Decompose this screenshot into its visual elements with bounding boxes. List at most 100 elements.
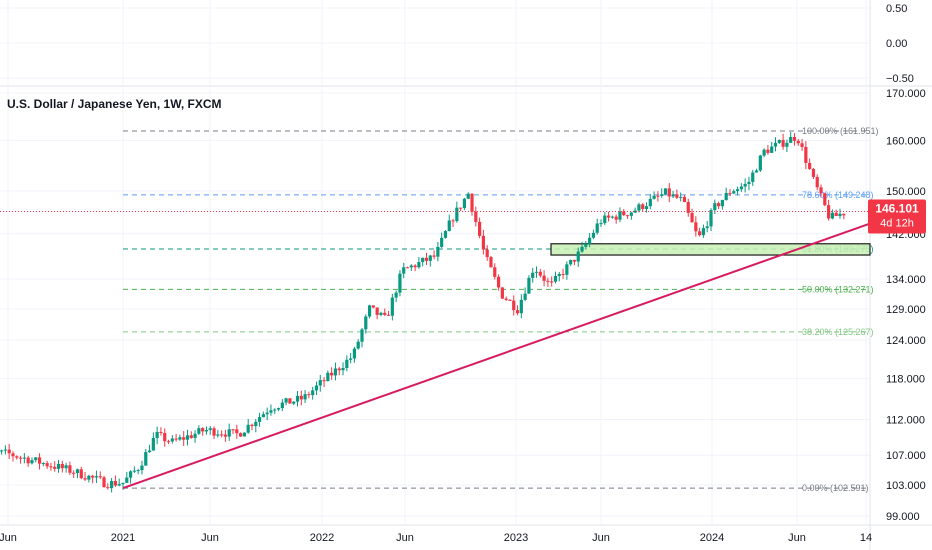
candle-body [72,472,76,474]
candle-body [212,428,216,436]
price-axis[interactable]: 170.000160.000150.000142.000134.000129.0… [886,88,926,523]
candle-body [49,466,53,468]
candle-body [337,368,341,371]
candle-body [644,206,649,209]
indicator-tick-label: −0.50 [886,73,914,85]
candle-body [91,475,95,478]
candle-body [508,299,512,301]
candle-body [276,408,281,410]
time-tick-label: 14 [860,532,872,544]
candle-body [671,194,675,197]
candle-body [178,437,182,440]
candle-body [166,441,171,443]
candle-body [466,193,470,199]
candle-body [0,450,4,452]
candle-body [542,275,546,281]
candle-body [292,401,296,404]
candle-body [220,434,224,436]
candle-body [720,200,724,207]
candle-body [307,394,311,396]
fib-level-label: 0.00% (102.591) [802,483,869,493]
candle-body [531,272,535,278]
candle-body [257,417,262,422]
candle-body [182,437,186,440]
candle-body [493,267,497,277]
candle-body [728,192,732,194]
candle-body [322,380,326,382]
candle-body [189,435,193,438]
candle-body [15,456,19,458]
candle-body [504,298,508,300]
indicator-tick-label: 0.50 [886,3,907,15]
candle-body [117,484,121,486]
candle-body [136,470,140,472]
candle-body [770,146,774,153]
candle-body [811,168,816,177]
candle-body [413,265,417,268]
candle-body [405,267,410,269]
candle-body [515,310,520,314]
candle-body [299,395,303,400]
candle-body [280,402,284,409]
candle-body [22,457,26,459]
candle-body [576,251,580,262]
candle-body [739,186,743,190]
candle-body [235,429,239,434]
candle-body [193,433,197,438]
candle-body [352,348,357,359]
candle-body [747,181,751,184]
candle-body [751,172,755,182]
candle-body [724,192,728,201]
candle-body [792,136,797,141]
chart-title: U.S. Dollar / Japanese Yen, 1W, FXCM [7,97,222,111]
indicator-axis[interactable]: 0.50 0.00 −0.50 [886,3,914,85]
candle-body [208,428,212,430]
price-tick-label: 112.000 [886,414,925,426]
candle-body [838,213,842,217]
candle-body [789,136,793,143]
candle-body [660,194,664,196]
candle-body [284,398,288,403]
candle-body [561,273,565,275]
candle-body [273,409,277,411]
candle-body [79,469,83,479]
candle-body [474,211,478,222]
candle-body [470,193,474,212]
candle-body [804,146,808,163]
time-tick-label: Jun [592,532,610,544]
candle-body [364,316,368,330]
candle-body [428,255,432,261]
candle-body [242,432,246,437]
candle-body [565,264,569,275]
time-tick-label: 2022 [310,532,334,544]
candle-body [254,421,258,427]
candle-body [459,207,463,209]
candle-body [735,189,740,192]
candle-body [75,469,80,474]
candle-body [106,487,110,489]
candle-body [140,465,144,471]
candle-body [288,398,292,404]
candle-body [170,438,174,442]
candle-body [68,465,72,473]
candle-body [356,341,360,349]
candle-body [496,276,501,288]
support-zone [550,243,871,256]
candle-body [333,368,338,376]
candle-body [785,142,789,147]
candle-body [318,380,322,386]
time-tick-label: 2023 [504,532,528,544]
candle-body [440,237,444,247]
candle-body [197,428,201,434]
candle-body [663,188,668,195]
candle-body [698,231,702,236]
candle-body [625,215,630,217]
candle-body [436,246,440,257]
support-zone-rect [550,243,871,256]
time-axis[interactable]: Jun 2021 Jun 2022 Jun 2023 Jun 2024 Jun 14 [0,532,872,544]
candle-body [379,312,383,315]
candle-body [311,390,315,396]
candle-body [163,432,167,442]
time-tick-label: Jun [788,532,806,544]
